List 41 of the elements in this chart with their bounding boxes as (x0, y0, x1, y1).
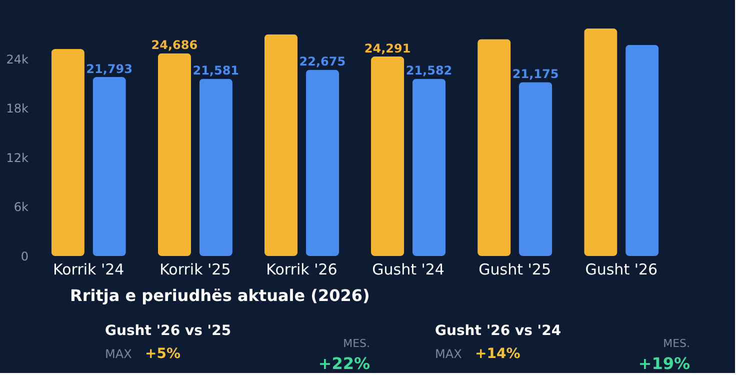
data-label: 21,793 (86, 62, 132, 76)
data-label: 21,582 (406, 64, 452, 78)
x-tick-label: Korrik '26 (266, 260, 338, 278)
bar (199, 78, 232, 256)
y-tick-label: 0 (20, 250, 28, 264)
bar (264, 34, 298, 256)
bar (626, 44, 659, 256)
x-tick-label: Gusht '25 (478, 260, 551, 278)
bar (51, 49, 84, 256)
bar (412, 78, 446, 256)
x-tick-label: Korrik '24 (53, 260, 124, 278)
data-label: 24,291 (364, 41, 411, 56)
text: +5% (145, 346, 180, 362)
text: MES. (343, 337, 370, 350)
data-label: 21,175 (512, 67, 559, 82)
text: MES. (663, 337, 690, 350)
bar (306, 70, 340, 256)
y-tick-label: 18k (6, 102, 29, 116)
text: Gusht '26 vs '24 (435, 323, 562, 339)
bar (584, 28, 618, 256)
x-tick-label: Gusht '24 (372, 260, 444, 278)
text: Rritja e periudhës aktuale (2026) (70, 286, 370, 305)
text: MAX (435, 347, 462, 361)
y-tick-label: 12k (6, 150, 29, 165)
text: +19% (638, 354, 690, 373)
bar (92, 76, 126, 256)
text: MAX (105, 347, 132, 361)
data-label: 22,675 (299, 54, 346, 69)
data-label: 21,581 (192, 64, 240, 78)
text: +22% (318, 354, 370, 373)
data-label: 24,686 (151, 38, 198, 52)
bar (518, 82, 552, 256)
bar (158, 53, 192, 256)
text: Gusht '26 vs '25 (105, 323, 232, 339)
text: +14% (475, 346, 520, 362)
x-tick-label: Gusht '26 (585, 260, 658, 278)
y-tick-label: 24k (6, 52, 29, 66)
y-tick-label: 6k (14, 200, 29, 214)
bar (478, 39, 511, 256)
bar (370, 56, 404, 256)
x-tick-label: Korrik '25 (160, 260, 231, 278)
